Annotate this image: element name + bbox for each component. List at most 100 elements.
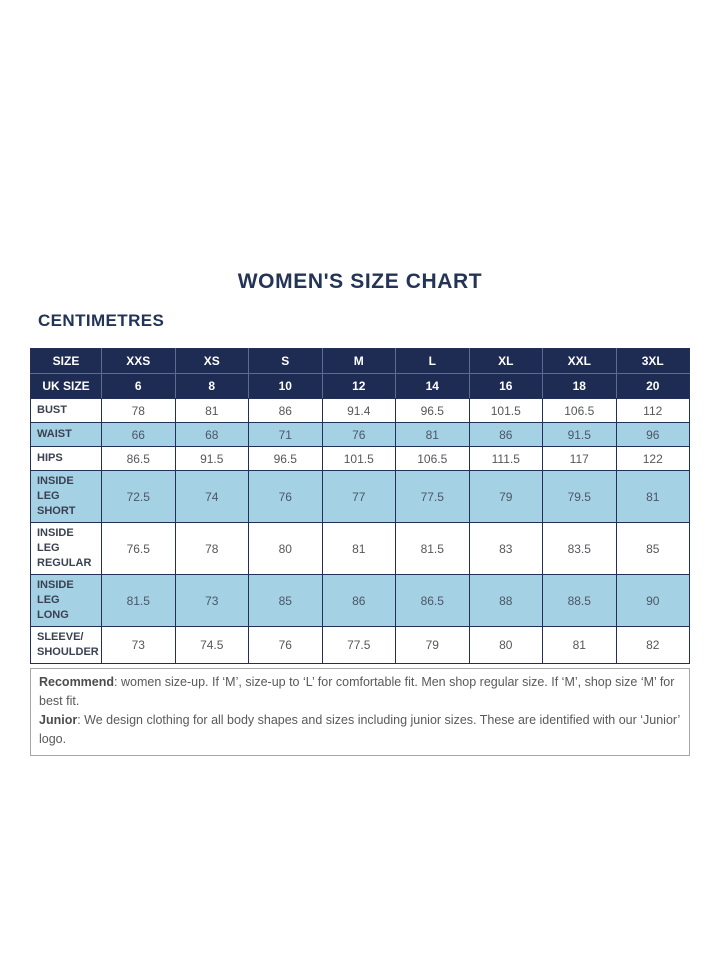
measurement-value: 72.5 (101, 470, 176, 523)
size-table: SIZE XXS XS S M L XL XXL 3XL UK SIZE 6 8 10 12 14 16… (30, 348, 690, 664)
size-chart-page: WOMEN'S SIZE CHART CENTIMETRES SIZE XXS X… (30, 270, 690, 756)
measurement-row: INSIDE LEG REGULAR 76.5 78 80 81 81.5 83 83.5 85 (30, 522, 690, 575)
measurement-value: 73 (101, 626, 176, 664)
measurement-value: 96 (615, 422, 690, 447)
measurement-value: 96.5 (248, 446, 323, 471)
measurement-value: 106.5 (542, 398, 617, 423)
uk-size-value: 20 (615, 373, 690, 399)
footnote-recommend: Recommend: women size-up. If ‘M’, size-u… (39, 673, 681, 711)
measurement-value: 96.5 (395, 398, 470, 423)
measurement-row: WAIST 66 68 71 76 81 86 91.5 96 (30, 422, 690, 447)
measurement-value: 71 (248, 422, 323, 447)
size-table-body: BUST 78 81 86 91.4 96.5 101.5 106.5 112 WAIST 66 68… (30, 398, 690, 664)
unit-label: CENTIMETRES (38, 311, 165, 330)
measurement-value: 90 (615, 574, 690, 627)
measurement-value: 117 (542, 446, 617, 471)
measurement-value: 77.5 (395, 470, 470, 523)
footnote: Recommend: women size-up. If ‘M’, size-u… (30, 668, 690, 756)
measurement-row: SLEEVE/SHOULDER 73 74.5 76 77.5 79 80 81 82 (30, 626, 690, 664)
measurement-value: 81 (542, 626, 617, 664)
measurement-label: HIPS (30, 446, 102, 471)
measurement-value: 86 (248, 398, 323, 423)
measurement-row: INSIDE LEG SHORT 72.5 74 76 77 77.5 79 79.5 81 (30, 470, 690, 523)
measurement-value: 76.5 (101, 522, 176, 575)
measurement-value: 86 (321, 574, 396, 627)
measurement-value: 78 (101, 398, 176, 423)
measurement-value: 85 (615, 522, 690, 575)
size-col-header: 3XL (615, 348, 690, 374)
measurement-value: 74.5 (174, 626, 249, 664)
measurement-value: 106.5 (395, 446, 470, 471)
measurement-value: 112 (615, 398, 690, 423)
measurement-value: 81 (321, 522, 396, 575)
uk-size-label: UK SIZE (30, 373, 102, 399)
footnote-junior: Junior: We design clothing for all body … (39, 711, 681, 749)
measurement-value: 73 (174, 574, 249, 627)
measurement-label-line: BUST (37, 404, 67, 416)
measurement-label-line: HIPS (37, 452, 63, 464)
measurement-value: 83.5 (542, 522, 617, 575)
measurement-value: 111.5 (468, 446, 543, 471)
measurement-label: INSIDE LEG REGULAR (30, 522, 102, 575)
size-header-label: SIZE (30, 348, 102, 374)
measurement-value: 76 (248, 626, 323, 664)
size-col-header: M (321, 348, 396, 374)
measurement-value: 66 (101, 422, 176, 447)
size-col-header: XS (174, 348, 249, 374)
measurement-value: 76 (321, 422, 396, 447)
footnote-junior-text: : We design clothing for all body shapes… (39, 713, 680, 746)
measurement-value: 88.5 (542, 574, 617, 627)
uk-size-value: 16 (468, 373, 543, 399)
page-title: WOMEN'S SIZE CHART (237, 270, 483, 293)
uk-size-value: 10 (248, 373, 323, 399)
size-col-header: XXS (101, 348, 176, 374)
measurement-value: 80 (468, 626, 543, 664)
footnote-junior-lead: Junior (39, 713, 78, 727)
measurement-value: 81 (395, 422, 470, 447)
measurement-label-line: SLEEVE/ (37, 631, 84, 643)
uk-size-value: 18 (542, 373, 617, 399)
size-col-header: XXL (542, 348, 617, 374)
measurement-label-line: SHORT (37, 505, 76, 517)
measurement-label: SLEEVE/SHOULDER (30, 626, 102, 664)
size-col-header: XL (468, 348, 543, 374)
measurement-value: 74 (174, 470, 249, 523)
measurement-label: INSIDE LEG LONG (30, 574, 102, 627)
uk-size-value: 14 (395, 373, 470, 399)
measurement-value: 81.5 (101, 574, 176, 627)
footnote-recommend-text: : women size-up. If ‘M’, size-up to ‘L’ … (39, 675, 675, 708)
measurement-row: HIPS 86.5 91.5 96.5 101.5 106.5 111.5 117 122 (30, 446, 690, 471)
measurement-value: 80 (248, 522, 323, 575)
measurement-label-line: INSIDE LEG (37, 475, 74, 502)
measurement-value: 91.5 (174, 446, 249, 471)
measurement-value: 85 (248, 574, 323, 627)
measurement-value: 88 (468, 574, 543, 627)
size-col-header: S (248, 348, 323, 374)
size-col-header: L (395, 348, 470, 374)
measurement-value: 79 (395, 626, 470, 664)
measurement-value: 91.4 (321, 398, 396, 423)
measurement-value: 86.5 (101, 446, 176, 471)
measurement-label-line: SHOULDER (37, 646, 99, 658)
measurement-value: 79.5 (542, 470, 617, 523)
measurement-value: 81 (174, 398, 249, 423)
uk-size-value: 6 (101, 373, 176, 399)
measurement-value: 91.5 (542, 422, 617, 447)
measurement-value: 81 (615, 470, 690, 523)
measurement-value: 77 (321, 470, 396, 523)
measurement-row: BUST 78 81 86 91.4 96.5 101.5 106.5 112 (30, 398, 690, 423)
measurement-value: 86 (468, 422, 543, 447)
measurement-value: 78 (174, 522, 249, 575)
footnote-recommend-lead: Recommend (39, 675, 115, 689)
measurement-row: INSIDE LEG LONG 81.5 73 85 86 86.5 88 88.5 90 (30, 574, 690, 627)
measurement-label: BUST (30, 398, 102, 423)
measurement-value: 86.5 (395, 574, 470, 627)
measurement-value: 83 (468, 522, 543, 575)
measurement-label-line: INSIDE LEG (37, 579, 74, 606)
measurement-value: 79 (468, 470, 543, 523)
measurement-label-line: INSIDE LEG (37, 527, 74, 554)
measurement-label-line: REGULAR (37, 557, 92, 569)
measurement-value: 122 (615, 446, 690, 471)
measurement-value: 101.5 (321, 446, 396, 471)
uk-size-value: 12 (321, 373, 396, 399)
